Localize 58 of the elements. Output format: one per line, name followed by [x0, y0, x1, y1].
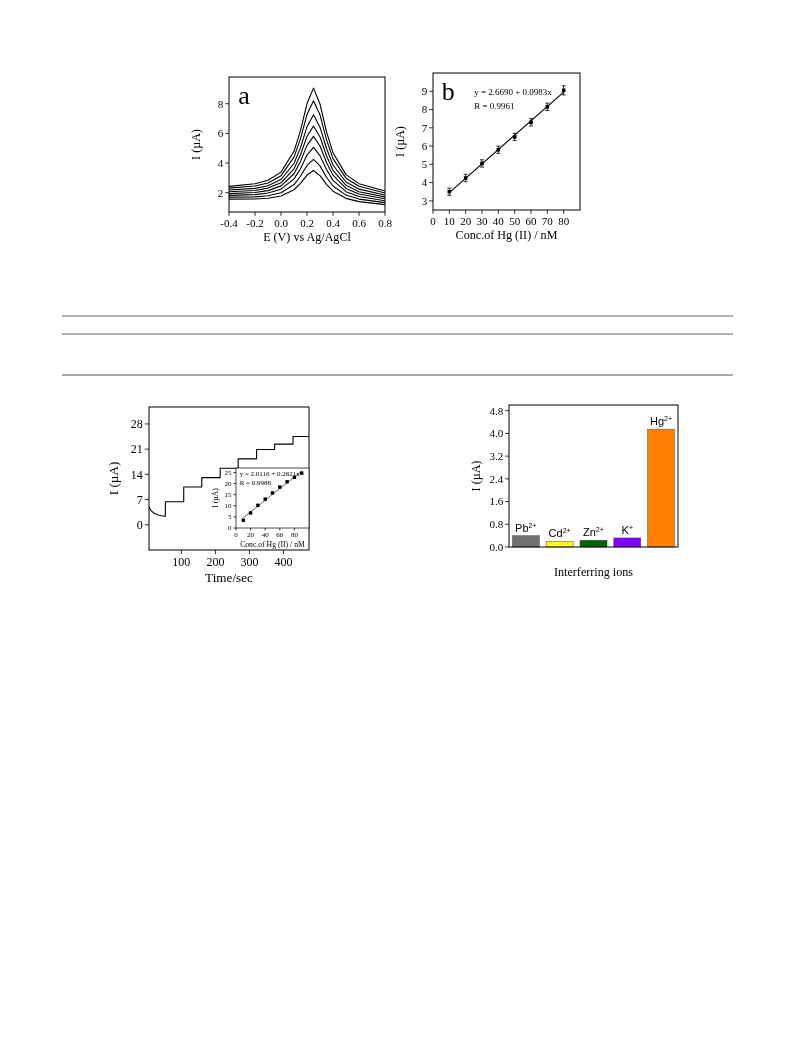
- y-tick-label: 5: [421, 158, 428, 171]
- y-tick-label: 28: [130, 417, 143, 432]
- y-tick-label: 7: [136, 492, 143, 507]
- y-tick-label: 4.0: [489, 427, 504, 440]
- y-tick-label: 0.0: [489, 540, 504, 553]
- x-tick-label: 0.0: [274, 216, 289, 229]
- x-tick-label: 80: [558, 214, 570, 227]
- x-tick-label: 300: [240, 555, 259, 570]
- y-axis-title: I (µA): [189, 129, 204, 160]
- x-tick-label: 0.8: [378, 216, 393, 229]
- x-tick-label: 30: [476, 214, 488, 227]
- x-tick-label: 200: [206, 555, 225, 570]
- x-tick-label: 400: [274, 555, 293, 570]
- y-tick-label: 2.4: [489, 472, 504, 485]
- x-tick-label: 70: [541, 214, 554, 227]
- x-tick-label: -0.4: [220, 216, 239, 229]
- x-tick-label: 0.4: [326, 216, 341, 229]
- y-tick-label: 8: [217, 97, 224, 110]
- y-tick-label: 1.6: [489, 495, 504, 508]
- annotation: b: [441, 77, 455, 107]
- annotation: y = 2.6690 + 0.0983x: [474, 86, 553, 97]
- x-tick-label: 20: [460, 214, 472, 227]
- annotation: R = 0.9961: [474, 100, 515, 111]
- y-tick-label: 14: [130, 467, 143, 482]
- y-tick-label: 9: [421, 85, 428, 98]
- y-tick-label: 4: [421, 176, 428, 189]
- y-tick-label: 4.8: [489, 404, 504, 417]
- y-tick-label: 7: [421, 121, 428, 134]
- x-tick-label: K$^{+}$: [621, 523, 634, 536]
- x-tick-label: 40: [492, 214, 505, 227]
- x-tick-label: Cd$^{2+}$: [548, 527, 571, 540]
- y-tick-label: 21: [130, 442, 143, 457]
- y-tick-label: 3.2: [489, 449, 504, 462]
- x-tick-label: Pb$^{2+}$: [515, 521, 537, 534]
- x-tick-label: 0.2: [300, 216, 314, 229]
- x-tick-label: Zn$^{2+}$: [583, 526, 604, 539]
- y-tick-label: 3: [421, 194, 428, 207]
- x-tick-label: -0.2: [246, 216, 264, 229]
- x-tick-label: 60: [525, 214, 537, 227]
- y-tick-label: 4: [217, 156, 224, 169]
- x-tick-label: 0.6: [352, 216, 367, 229]
- x-tick-label: 100: [172, 555, 191, 570]
- x-axis-title: Interferring ions: [554, 565, 634, 580]
- y-tick-label: 6: [217, 127, 224, 140]
- y-tick-label: 6: [421, 139, 428, 152]
- x-tick-label: 10: [443, 214, 456, 227]
- y-tick-label: 2: [217, 186, 224, 199]
- y-tick-label: 8: [421, 103, 428, 116]
- annotation: a: [238, 81, 251, 110]
- x-tick-label: Hg$^{2+}$: [649, 415, 673, 428]
- x-tick-label: 0: [430, 214, 437, 227]
- y-axis-title: I (µA): [393, 126, 408, 157]
- y-axis-title: I (µA): [105, 461, 121, 496]
- x-axis-title: Time/sec: [205, 569, 254, 585]
- x-tick-label: 50: [509, 214, 521, 227]
- x-axis-title: E (V) vs Ag/AgCl: [263, 230, 352, 245]
- x-axis-title: Conc.of Hg (II) / nM: [455, 228, 558, 243]
- y-axis-title: I (µA): [469, 460, 484, 492]
